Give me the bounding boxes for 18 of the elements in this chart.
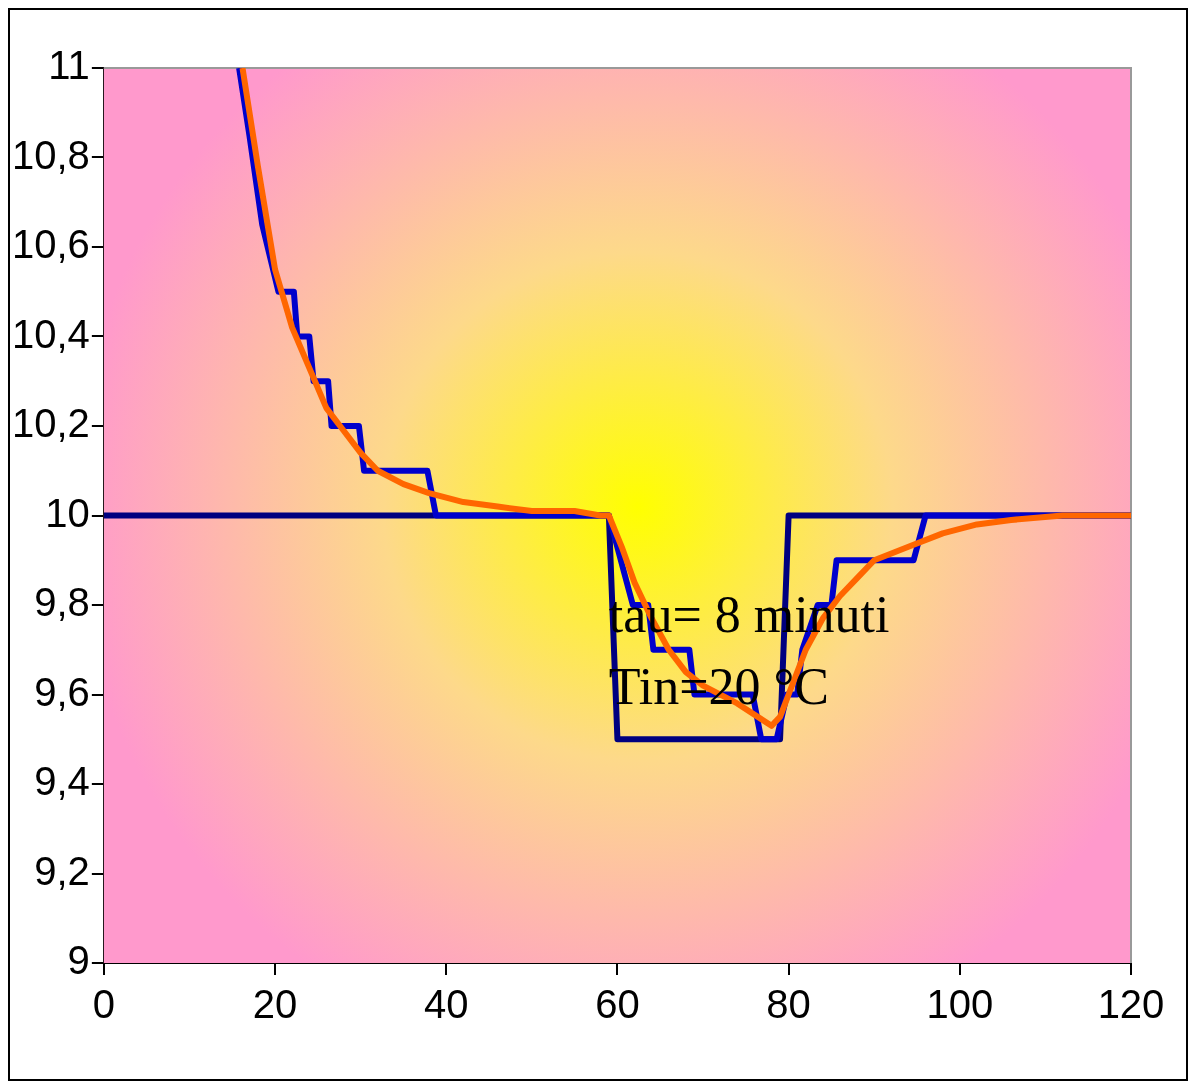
y-tick-label: 10,6 (11, 222, 90, 267)
x-tick-label: 0 (92, 982, 115, 1027)
y-tick-label: 10,2 (11, 401, 90, 446)
x-tick-label: 20 (252, 982, 298, 1027)
y-tick-label: 9,2 (34, 848, 90, 893)
y-tick-label: 9,6 (34, 669, 90, 714)
x-tick-label: 60 (595, 982, 640, 1027)
y-tick-label: 9,8 (34, 580, 90, 625)
y-tick-label: 11 (48, 43, 90, 88)
x-tick-label: 100 (926, 982, 994, 1027)
y-tick-label: 10,4 (11, 311, 90, 356)
x-tick-label: 80 (766, 982, 811, 1027)
x-tick-label: 40 (423, 982, 469, 1027)
y-tick-label: 10 (45, 490, 90, 535)
y-tick-label: 9,4 (34, 759, 90, 804)
y-tick-label: 9 (67, 938, 90, 983)
y-tick-label: 10,8 (11, 132, 90, 177)
x-tick-label: 120 (1097, 982, 1165, 1027)
